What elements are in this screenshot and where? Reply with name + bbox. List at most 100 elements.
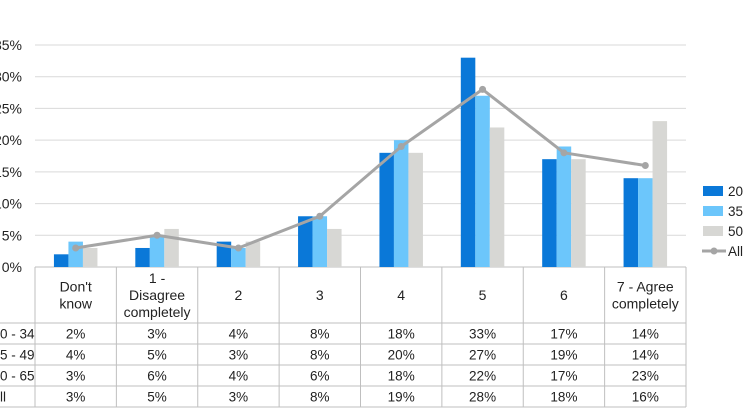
bar-20-2 <box>216 241 232 267</box>
category-label: completely <box>124 304 191 320</box>
all-line-point-5 <box>479 85 487 93</box>
all-line-point-0 <box>72 244 80 252</box>
y-tick-label: 35% <box>0 37 22 53</box>
table-cell: 14% <box>632 327 659 342</box>
table-cell: 27% <box>469 348 496 363</box>
y-tick-label: 0% <box>2 259 22 275</box>
y-tick-label: 25% <box>0 100 22 116</box>
table-cell: 5% <box>147 348 167 363</box>
bar-50-2 <box>245 241 261 267</box>
bar-20-6 <box>542 159 557 267</box>
table-cell: 33% <box>469 327 496 342</box>
table-cell: 17% <box>550 369 577 384</box>
table-cell: 18% <box>388 369 415 384</box>
table-cell: 3% <box>66 369 86 384</box>
legend-line-marker <box>710 247 718 255</box>
gridlines <box>35 44 686 268</box>
y-tick-label: 30% <box>0 69 22 85</box>
bar-35-5 <box>475 95 490 267</box>
legend-swatch <box>703 186 723 196</box>
all-line-path <box>75 87 646 250</box>
table-cell: 8% <box>310 390 330 405</box>
table-cell: 6% <box>147 369 167 384</box>
table-row-label: ll <box>0 390 6 405</box>
table-cell: 17% <box>550 327 577 342</box>
bar-20-3 <box>298 216 313 267</box>
all-line-point-7 <box>641 162 649 170</box>
table-cell: 6% <box>310 369 330 384</box>
category-label: Don't <box>60 279 92 295</box>
category-label: 3 <box>316 287 324 303</box>
category-label: 5 <box>479 287 487 303</box>
bar-20-1 <box>135 247 150 267</box>
bar-20-0 <box>53 254 69 267</box>
bar-35-6 <box>556 146 572 267</box>
table-row-label: 0 - 65 <box>0 369 35 384</box>
y-axis-tick-labels: 0% 5% 10% 15% 20% 25% 30% 35% <box>0 37 22 275</box>
table-cell: 3% <box>147 327 167 342</box>
category-label: 7 - Agree <box>617 279 674 295</box>
bar-20-4 <box>379 152 394 267</box>
table-cell: 16% <box>632 390 659 405</box>
table-cell: 19% <box>550 348 577 363</box>
table-cell: 19% <box>388 390 415 405</box>
all-line-point-2 <box>234 244 242 252</box>
legend-label: All <box>728 244 743 259</box>
bar-20-7 <box>623 178 639 267</box>
table-cell: 8% <box>310 327 330 342</box>
table-cell: 4% <box>229 327 249 342</box>
legend-swatch <box>703 226 723 236</box>
bar-50-7 <box>652 121 668 267</box>
table-cell: 3% <box>229 348 249 363</box>
bar-50-1 <box>164 228 179 267</box>
bar-20-5 <box>460 57 476 267</box>
legend-swatch <box>703 206 723 216</box>
bar-50-5 <box>489 127 505 267</box>
category-label: 6 <box>560 287 568 303</box>
legend-label: 35 <box>728 204 743 219</box>
table-cell: 14% <box>632 348 659 363</box>
table-cell: 8% <box>310 348 330 363</box>
all-line-point-1 <box>153 231 161 239</box>
y-tick-label: 15% <box>0 164 22 180</box>
table-cell: 5% <box>147 390 167 405</box>
bar-35-3 <box>312 216 328 267</box>
table-cell: 18% <box>550 390 577 405</box>
table-cell: 22% <box>469 369 496 384</box>
table-cell: 20% <box>388 348 415 363</box>
table-cell: 28% <box>469 390 496 405</box>
table-cell: 23% <box>632 369 659 384</box>
bar-50-6 <box>571 159 586 267</box>
category-label: 4 <box>397 287 405 303</box>
category-label: know <box>59 296 93 312</box>
bar-35-4 <box>393 140 409 267</box>
all-line-point-4 <box>397 142 405 150</box>
all-line-point-3 <box>316 212 324 220</box>
table-cell: 2% <box>66 327 86 342</box>
bar-35-7 <box>638 178 653 267</box>
table-cell: 4% <box>66 348 86 363</box>
legend-label: 20 <box>728 184 743 199</box>
bar-35-1 <box>149 235 165 267</box>
category-label: 2 <box>235 287 243 303</box>
legend-label: 50 <box>728 224 743 239</box>
bar-35-2 <box>231 247 246 267</box>
all-line-point-6 <box>560 149 568 157</box>
all-series-line <box>72 85 649 252</box>
category-label: Disagree <box>129 287 185 303</box>
bar-50-4 <box>408 152 423 267</box>
y-tick-label: 5% <box>2 227 22 243</box>
table-cell: 3% <box>229 390 249 405</box>
y-tick-label: 20% <box>0 132 22 148</box>
table-cell: 4% <box>229 369 249 384</box>
bar-50-0 <box>82 247 98 267</box>
bars <box>53 57 668 267</box>
table-cell: 18% <box>388 327 415 342</box>
table-row-label: 0 - 34 <box>0 327 35 342</box>
category-label: 1 - <box>149 270 166 286</box>
table-cell: 3% <box>66 390 86 405</box>
table-row-label: 5 - 49 <box>0 348 35 363</box>
bar-50-3 <box>327 228 342 267</box>
y-tick-label: 10% <box>0 196 22 212</box>
